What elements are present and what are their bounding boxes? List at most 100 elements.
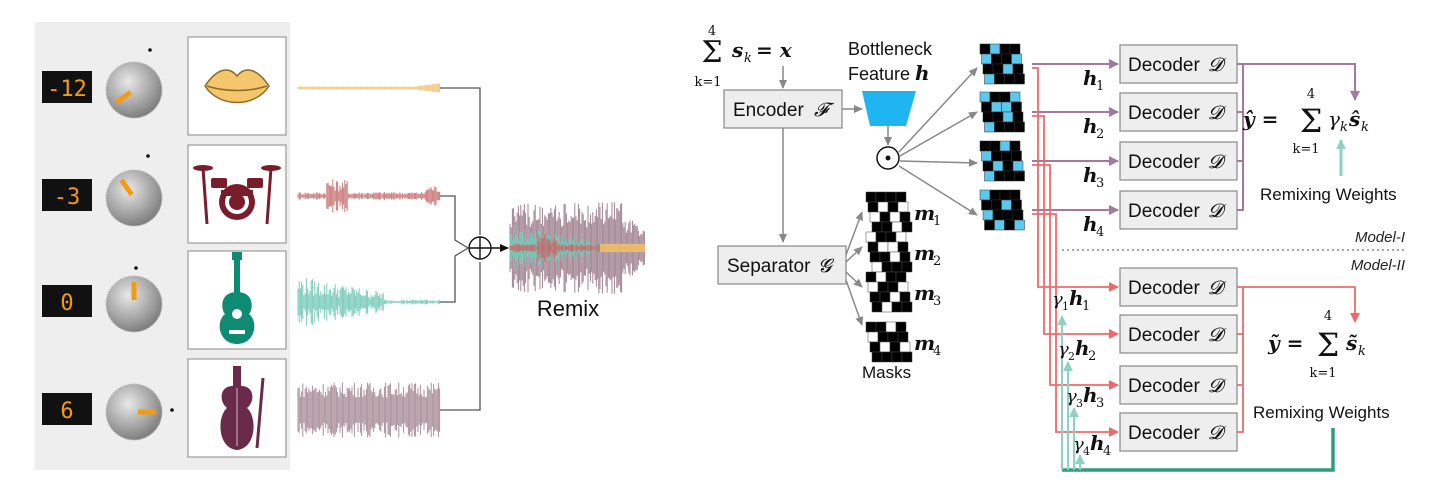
model2-output-equation: ỹ = 4 Σ k=1 s̃ k [1267,309,1366,381]
mask-4: m4 [865,321,941,363]
svg-text:= x: = x [756,38,793,62]
decoder-box-2: Decoder 𝓓 [1119,92,1238,132]
svg-text:k=1: k=1 [694,75,721,90]
mask-label: m [914,241,935,265]
gain-knob[interactable] [105,275,163,333]
mix-lines [440,87,481,411]
bottleneck-label-1: Bottleneck [848,39,933,59]
svg-text:h: h [1069,286,1084,310]
model1-arrows [1032,59,1360,215]
svg-text:4: 4 [1307,87,1315,102]
svg-text:k: k [1358,344,1366,359]
svg-text:γ: γ [1073,434,1084,455]
decoder-label: Decoder [1128,325,1200,346]
svg-text:3: 3 [1076,397,1083,410]
gain-value: 6 [60,399,73,424]
svg-text:s: s [731,38,743,62]
decoder-symbol: 𝓓 [1208,324,1227,346]
model1-output-equation: ŷ = 4 Σ k=1 γ k ŝ k [1242,87,1369,157]
svg-text:Σ: Σ [701,35,722,70]
remix-waveform [509,202,645,294]
decoder-symbol: 𝓓 [1208,277,1227,299]
svg-text:γ: γ [1328,107,1340,131]
knob-row-1: -12 [42,36,441,136]
decoder-symbol: 𝓓 [1208,375,1227,397]
svg-text:2: 2 [1096,127,1104,142]
mask-label-sub: 4 [933,344,941,359]
h-label-3: h [1083,163,1098,187]
gain-display [42,393,92,425]
masked-feature-4 [979,189,1025,231]
knob-row-2: -3 [42,144,441,244]
knob-needle [114,90,133,105]
svg-text:h: h [1090,431,1105,455]
knob-row-4: 6 [42,358,441,458]
decoder-symbol: 𝓓 [1208,102,1227,124]
decoder-symbol: 𝓓 [1208,200,1227,222]
model-1-label: Model-I [1355,229,1405,246]
decoder-symbol: 𝓓 [1208,422,1227,444]
knob-rows: -12 -3 0 6 [42,36,441,458]
violin-icon [220,366,265,450]
gamma-h-label-3: γ 3 h3 [1066,383,1104,411]
gain-knob[interactable] [105,169,163,227]
stem-waveform-3 [297,278,441,326]
decoder-label: Decoder [1128,278,1200,299]
gain-value: -12 [47,77,87,102]
svg-text:h: h [1075,336,1090,360]
mask-label-sub: 3 [933,294,941,309]
stem-waveform-1 [297,83,441,93]
mask-3: m3 [865,271,941,313]
mask-label: m [914,201,935,225]
gain-knob[interactable] [105,383,163,441]
svg-text:s̃: s̃ [1345,331,1357,355]
mask-label: m [914,281,935,305]
remixing-weights-label-2: Remixing Weights [1253,403,1390,422]
decoder-box-5: Decoder 𝓓 [1119,267,1238,307]
decoder-box-1: Decoder 𝓓 [1119,44,1238,84]
decoder-box-6: Decoder 𝓓 [1119,314,1238,354]
decoder-symbol: 𝓓 [1208,54,1227,76]
decoder-box-8: Decoder 𝓓 [1119,412,1238,452]
decoder-symbol: 𝓓 [1208,151,1227,173]
knob-needle [119,178,134,197]
bottleneck-feature-shape [862,91,916,126]
svg-text:ŷ =: ŷ = [1242,107,1278,131]
mask-1: m1 [865,191,941,233]
mask-label-sub: 2 [933,254,941,269]
svg-text:1: 1 [1082,299,1090,314]
stem-waveform-4 [297,382,441,438]
gamma-h-label-1: γ 1 h1 [1052,286,1090,314]
masked-feature-1 [979,43,1025,85]
decoder-box-7: Decoder 𝓓 [1119,365,1238,405]
svg-text:4: 4 [1324,309,1332,324]
decoder-label: Decoder [1128,423,1200,444]
gamma-h-label-4: γ 4 h4 [1073,431,1111,459]
h-label-2: h [1083,114,1098,138]
lips-icon [204,69,270,104]
bottleneck-symbol: h [915,61,930,85]
gain-display [42,179,92,211]
svg-text:k=1: k=1 [1292,142,1319,157]
model-2-label: Model-II [1351,257,1405,274]
svg-text:2: 2 [1068,350,1075,363]
decoder-label: Decoder [1128,152,1200,173]
gain-value: 0 [60,291,73,316]
masks-label: Masks [862,363,911,382]
gain-display [42,71,92,103]
svg-text:1: 1 [1062,300,1069,313]
svg-text:ỹ =: ỹ = [1267,331,1303,355]
mask-label-sub: 1 [933,214,941,229]
decoder-box-3: Decoder 𝓓 [1119,141,1238,181]
svg-text:h: h [1083,383,1098,407]
svg-text:k: k [1361,120,1369,135]
svg-text:γ: γ [1066,386,1077,407]
separator-box [717,245,847,285]
drums-icon [193,165,281,225]
gain-knob[interactable] [105,61,163,119]
model2-weight-lines [1057,315,1335,472]
separator-symbol: 𝓖 [818,255,835,277]
separator-label: Separator [727,256,811,277]
